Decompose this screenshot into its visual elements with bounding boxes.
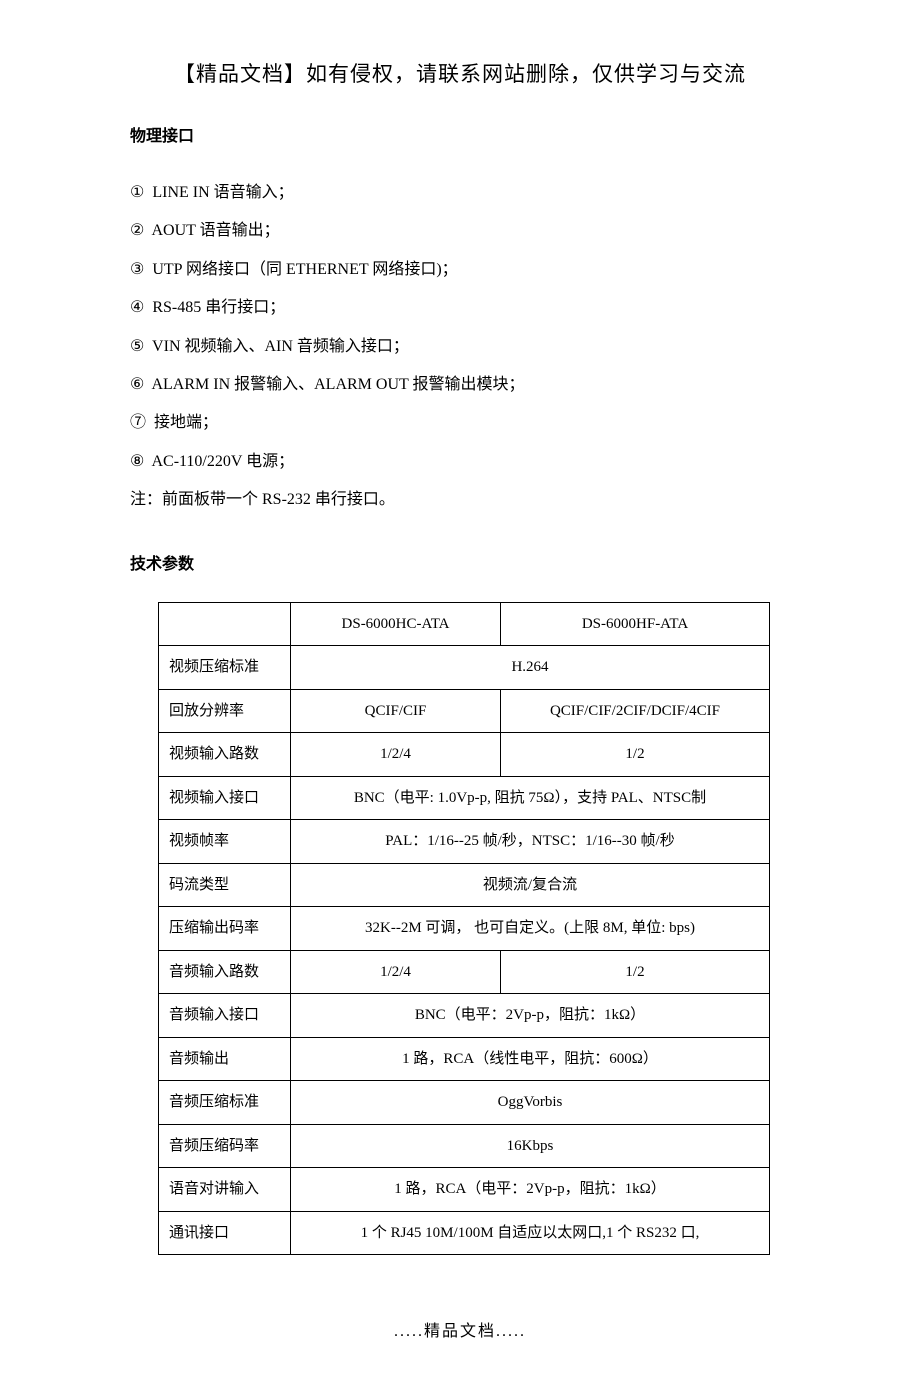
row-value: 32K--2M 可调， 也可自定义。(上限 8M, 单位: bps) (291, 907, 770, 951)
row-label: 视频输入路数 (159, 733, 291, 777)
row-label: 回放分辨率 (159, 689, 291, 733)
row-value: 1/2/4 (291, 733, 501, 777)
row-label: 压缩输出码率 (159, 907, 291, 951)
row-value: QCIF/CIF/2CIF/DCIF/4CIF (501, 689, 770, 733)
row-value: 1/2/4 (291, 950, 501, 994)
section-tech-spec-title: 技术参数 (130, 550, 790, 574)
row-label: 音频压缩标准 (159, 1081, 291, 1125)
list-item: ④ RS-485 串行接口； (130, 289, 790, 327)
row-label: 视频压缩标准 (159, 646, 291, 690)
table-row: 视频输入接口 BNC（电平: 1.0Vp-p, 阻抗 75Ω），支持 PAL、N… (159, 776, 770, 820)
row-value: BNC（电平：2Vp-p，阻抗：1kΩ） (291, 994, 770, 1038)
row-label: 音频输入接口 (159, 994, 291, 1038)
section-physical-interface-title: 物理接口 (130, 122, 790, 146)
table-row: 视频输入路数 1/2/4 1/2 (159, 733, 770, 777)
table-row: 音频压缩标准 OggVorbis (159, 1081, 770, 1125)
physical-interface-list: ① LINE IN 语音输入； ② AOUT 语音输出； ③ UTP 网络接口（… (130, 174, 790, 520)
table-header-row: DS-6000HC-ATA DS-6000HF-ATA (159, 602, 770, 646)
list-item: ⑥ ALARM IN 报警输入、ALARM OUT 报警输出模块； (130, 366, 790, 404)
row-label: 视频输入接口 (159, 776, 291, 820)
row-value: 视频流/复合流 (291, 863, 770, 907)
row-value: 1/2 (501, 950, 770, 994)
list-item: ⑧ AC-110/220V 电源； (130, 443, 790, 481)
list-note: 注：前面板带一个 RS-232 串行接口。 (130, 481, 790, 519)
header-model-hf: DS-6000HF-ATA (501, 602, 770, 646)
row-value: 1 个 RJ45 10M/100M 自适应以太网口,1 个 RS232 口, (291, 1211, 770, 1255)
row-value: 16Kbps (291, 1124, 770, 1168)
row-label: 视频帧率 (159, 820, 291, 864)
row-value: BNC（电平: 1.0Vp-p, 阻抗 75Ω），支持 PAL、NTSC制 (291, 776, 770, 820)
list-item: ② AOUT 语音输出； (130, 212, 790, 250)
row-value: OggVorbis (291, 1081, 770, 1125)
row-label: 通讯接口 (159, 1211, 291, 1255)
row-value: PAL：1/16--25 帧/秒，NTSC：1/16--30 帧/秒 (291, 820, 770, 864)
row-value: 1 路，RCA（电平：2Vp-p，阻抗：1kΩ） (291, 1168, 770, 1212)
table-row: 压缩输出码率 32K--2M 可调， 也可自定义。(上限 8M, 单位: bps… (159, 907, 770, 951)
table-row: 音频输出 1 路，RCA（线性电平，阻抗：600Ω） (159, 1037, 770, 1081)
row-label: 音频输入路数 (159, 950, 291, 994)
list-item: ⑦ 接地端； (130, 404, 790, 442)
table-row: 音频输入接口 BNC（电平：2Vp-p，阻抗：1kΩ） (159, 994, 770, 1038)
table-row: 音频压缩码率 16Kbps (159, 1124, 770, 1168)
table-row: 视频压缩标准 H.264 (159, 646, 770, 690)
row-value: QCIF/CIF (291, 689, 501, 733)
row-value: 1 路，RCA（线性电平，阻抗：600Ω） (291, 1037, 770, 1081)
header-model-hc: DS-6000HC-ATA (291, 602, 501, 646)
list-item: ① LINE IN 语音输入； (130, 174, 790, 212)
row-value: 1/2 (501, 733, 770, 777)
table-row: 视频帧率 PAL：1/16--25 帧/秒，NTSC：1/16--30 帧/秒 (159, 820, 770, 864)
table-row: 通讯接口 1 个 RJ45 10M/100M 自适应以太网口,1 个 RS232… (159, 1211, 770, 1255)
row-label: 语音对讲输入 (159, 1168, 291, 1212)
footer-text: .....精品文档..... (130, 1317, 790, 1341)
table-row: 语音对讲输入 1 路，RCA（电平：2Vp-p，阻抗：1kΩ） (159, 1168, 770, 1212)
list-item: ⑤ VIN 视频输入、AIN 音频输入接口； (130, 328, 790, 366)
table-row: 音频输入路数 1/2/4 1/2 (159, 950, 770, 994)
row-label: 音频压缩码率 (159, 1124, 291, 1168)
table-row: 码流类型 视频流/复合流 (159, 863, 770, 907)
banner-notice: 【精品文档】如有侵权，请联系网站删除，仅供学习与交流 (130, 58, 790, 88)
table-row: 回放分辨率 QCIF/CIF QCIF/CIF/2CIF/DCIF/4CIF (159, 689, 770, 733)
row-label: 码流类型 (159, 863, 291, 907)
spec-table: DS-6000HC-ATA DS-6000HF-ATA 视频压缩标准 H.264… (158, 602, 770, 1256)
list-item: ③ UTP 网络接口（同 ETHERNET 网络接口)； (130, 251, 790, 289)
row-label: 音频输出 (159, 1037, 291, 1081)
row-value: H.264 (291, 646, 770, 690)
header-blank (159, 602, 291, 646)
